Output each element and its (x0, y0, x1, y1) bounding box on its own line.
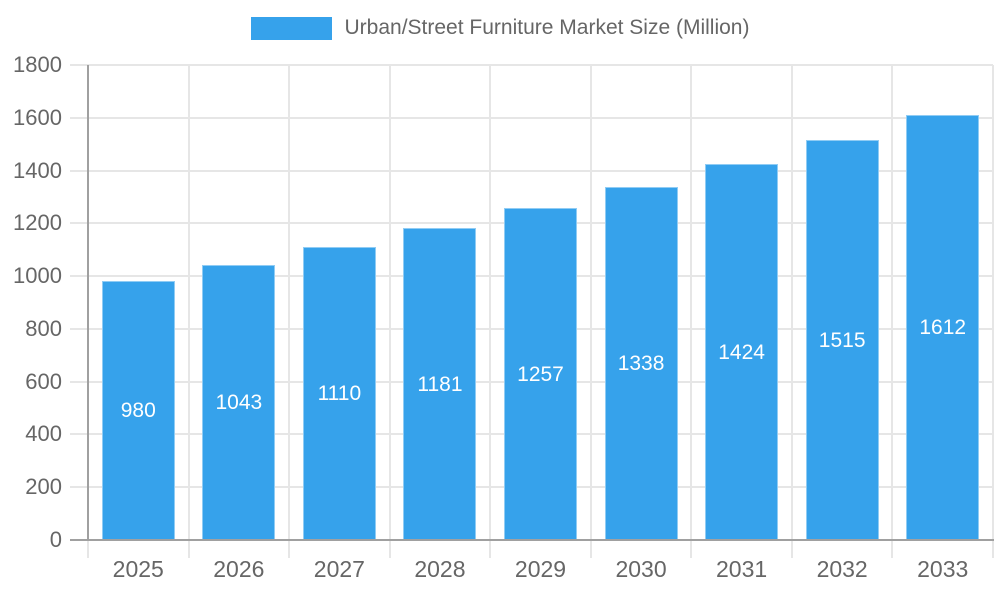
gridline-vertical (992, 65, 994, 540)
x-axis-tick (288, 540, 291, 558)
gridline-vertical (891, 65, 894, 540)
bar[interactable]: 1181 (403, 228, 477, 540)
x-axis-tick (891, 540, 894, 558)
bar[interactable]: 1257 (504, 208, 577, 540)
x-axis-label: 2026 (213, 556, 265, 582)
bar-value-label: 1110 (317, 382, 362, 406)
bar[interactable]: 1515 (805, 140, 879, 540)
y-axis-tick (70, 380, 88, 383)
y-axis-tick (70, 222, 88, 225)
gridline-horizontal (88, 116, 993, 119)
gridline-vertical (589, 65, 592, 540)
gridline-vertical (388, 65, 391, 540)
y-axis-line (87, 65, 89, 540)
gridline-horizontal (88, 64, 993, 66)
y-axis-label: 1000 (13, 263, 62, 289)
bar-value-label: 1043 (215, 390, 263, 414)
legend-swatch (250, 16, 332, 40)
y-axis-label: 1400 (13, 157, 62, 183)
bar-value-label: 1257 (517, 362, 564, 386)
y-axis-tick (70, 433, 88, 436)
bar-value-label: 980 (120, 399, 156, 423)
x-axis-label: 2028 (414, 556, 466, 582)
y-axis-tick (70, 275, 88, 278)
x-axis-tick (589, 540, 592, 558)
x-axis-tick (489, 540, 492, 558)
bar-value-label: 1181 (417, 372, 463, 396)
x-axis-label: 2032 (816, 556, 868, 582)
x-axis-tick (690, 540, 693, 558)
x-axis-label: 2030 (615, 556, 667, 582)
y-axis-tick (70, 486, 88, 489)
gridline-horizontal (88, 169, 993, 172)
plot-area: 0 200 400 600 800 1000 1200 1400 1600 1800 980 2025… (13, 53, 994, 582)
y-axis-label: 1600 (13, 104, 62, 130)
y-axis-label: 1200 (13, 210, 62, 236)
x-axis-tick (87, 540, 89, 558)
gridline-vertical (790, 65, 793, 540)
y-axis-label: 400 (25, 421, 62, 447)
bar[interactable]: 1612 (906, 114, 980, 540)
x-axis-line (70, 539, 994, 541)
x-axis-tick (992, 540, 994, 558)
bar[interactable]: 1424 (705, 164, 779, 540)
bar[interactable]: 980 (101, 281, 175, 540)
gridline-vertical (489, 65, 492, 540)
bar[interactable]: 1110 (302, 247, 376, 540)
y-axis-label: 1800 (13, 52, 62, 77)
x-axis-tick (790, 540, 793, 558)
x-axis-label: 2033 (917, 556, 969, 582)
x-axis-tick (187, 540, 190, 558)
legend-label: Urban/Street Furniture Market Size (Mill… (344, 16, 750, 39)
bar[interactable]: 1043 (202, 264, 276, 540)
x-axis-tick (388, 540, 391, 558)
y-axis-label: 800 (25, 315, 62, 341)
gridline-vertical (187, 65, 190, 540)
y-axis-tick (70, 64, 88, 66)
bar-value-label: 1338 (617, 351, 665, 375)
x-axis-label: 2027 (313, 556, 365, 582)
legend[interactable]: Urban/Street Furniture Market Size (Mill… (0, 16, 1000, 40)
y-axis-label: 0 (49, 527, 62, 552)
x-axis-label: 2029 (514, 556, 567, 582)
bar-value-label: 1515 (818, 328, 866, 352)
x-axis-label: 2031 (716, 556, 768, 582)
y-axis-label: 600 (25, 368, 62, 394)
y-axis-tick (70, 116, 88, 119)
gridline-vertical (690, 65, 693, 540)
y-axis-tick (70, 169, 88, 172)
y-axis-tick (70, 327, 88, 330)
bar[interactable]: 1338 (604, 186, 678, 540)
bar-value-label: 1424 (718, 340, 765, 364)
y-axis-label: 200 (25, 474, 62, 500)
gridline-vertical (288, 65, 291, 540)
x-axis-label: 2025 (112, 556, 164, 582)
bar-value-label: 1612 (919, 315, 967, 339)
